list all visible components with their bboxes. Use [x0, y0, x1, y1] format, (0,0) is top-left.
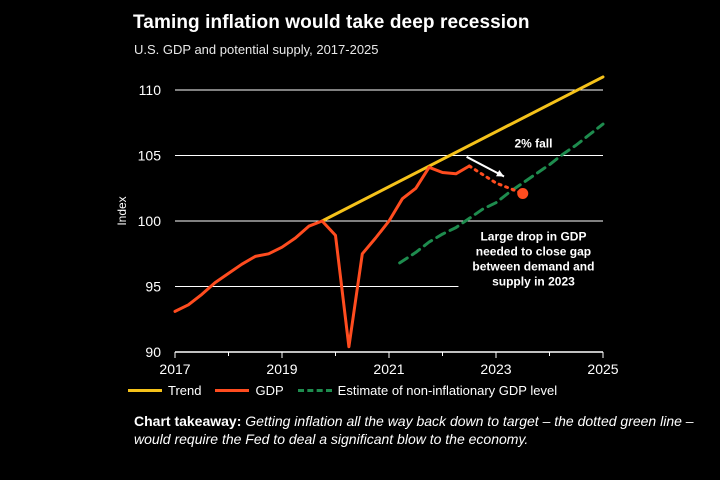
x-tick-label-2021: 2021: [373, 361, 404, 377]
x-tick-label-2023: 2023: [480, 361, 511, 377]
legend-item-estimate: Estimate of non-inflationary GDP level: [297, 383, 558, 398]
chart-title: Taming inflation would take deep recessi…: [133, 12, 530, 33]
legend-swatch-trend: [128, 389, 162, 392]
series-gdp-line: [173, 164, 471, 349]
legend-label-gdp: GDP: [255, 383, 284, 398]
legend-swatch-gdp: [215, 389, 250, 392]
legend-label-trend: Trend: [168, 383, 202, 398]
series-trend-line: [320, 75, 605, 223]
annotation-arrow-head: [496, 170, 505, 177]
y-tick-label-110: 110: [139, 82, 162, 98]
legend-swatch-estimate: [297, 389, 332, 392]
x-tick-label-2025: 2025: [587, 361, 618, 377]
takeaway-label: Chart takeaway:: [134, 413, 242, 429]
annotation-2pct-fall: 2% fall: [514, 137, 552, 151]
y-tick-label-95: 95: [145, 279, 161, 295]
chart-subtitle: U.S. GDP and potential supply, 2017-2025: [134, 42, 379, 57]
annotation-gap-note-line-1: needed to close gap: [476, 245, 591, 259]
x-tick-label-2019: 2019: [266, 361, 297, 377]
legend-item-trend: Trend: [128, 383, 201, 398]
x-tick-label-2017: 2017: [159, 361, 190, 377]
axes: 90 95 100 105 110 2017 2019 2021 2023 2025: [138, 82, 619, 377]
annotation-gap-note-line-3: supply in 2023: [492, 275, 575, 289]
chart-takeaway: Chart takeaway: Getting inflation all th…: [134, 412, 694, 448]
annotation-gap-note-line-0: Large drop in GDP: [480, 230, 586, 244]
series-group: [173, 75, 605, 349]
y-tick-label-105: 105: [138, 148, 162, 164]
takeaway-text: Getting inflation all the way back down …: [134, 413, 694, 447]
y-axis-label: Index: [115, 196, 129, 225]
legend-label-estimate: Estimate of non-inflationary GDP level: [337, 383, 558, 398]
annotation-gap-note-line-2: between demand and: [472, 260, 594, 274]
y-tick-label-90: 90: [145, 344, 161, 360]
projection-end-marker: [517, 187, 529, 199]
legend: Trend GDP Estimate of non-inflationary G…: [128, 383, 571, 398]
y-tick-label-100: 100: [138, 213, 162, 229]
legend-item-gdp: GDP: [215, 383, 284, 398]
series-gdp-projection-line: [467, 164, 525, 195]
series-estimate-line: [398, 122, 605, 265]
annotation-backdrop: [458, 227, 609, 292]
